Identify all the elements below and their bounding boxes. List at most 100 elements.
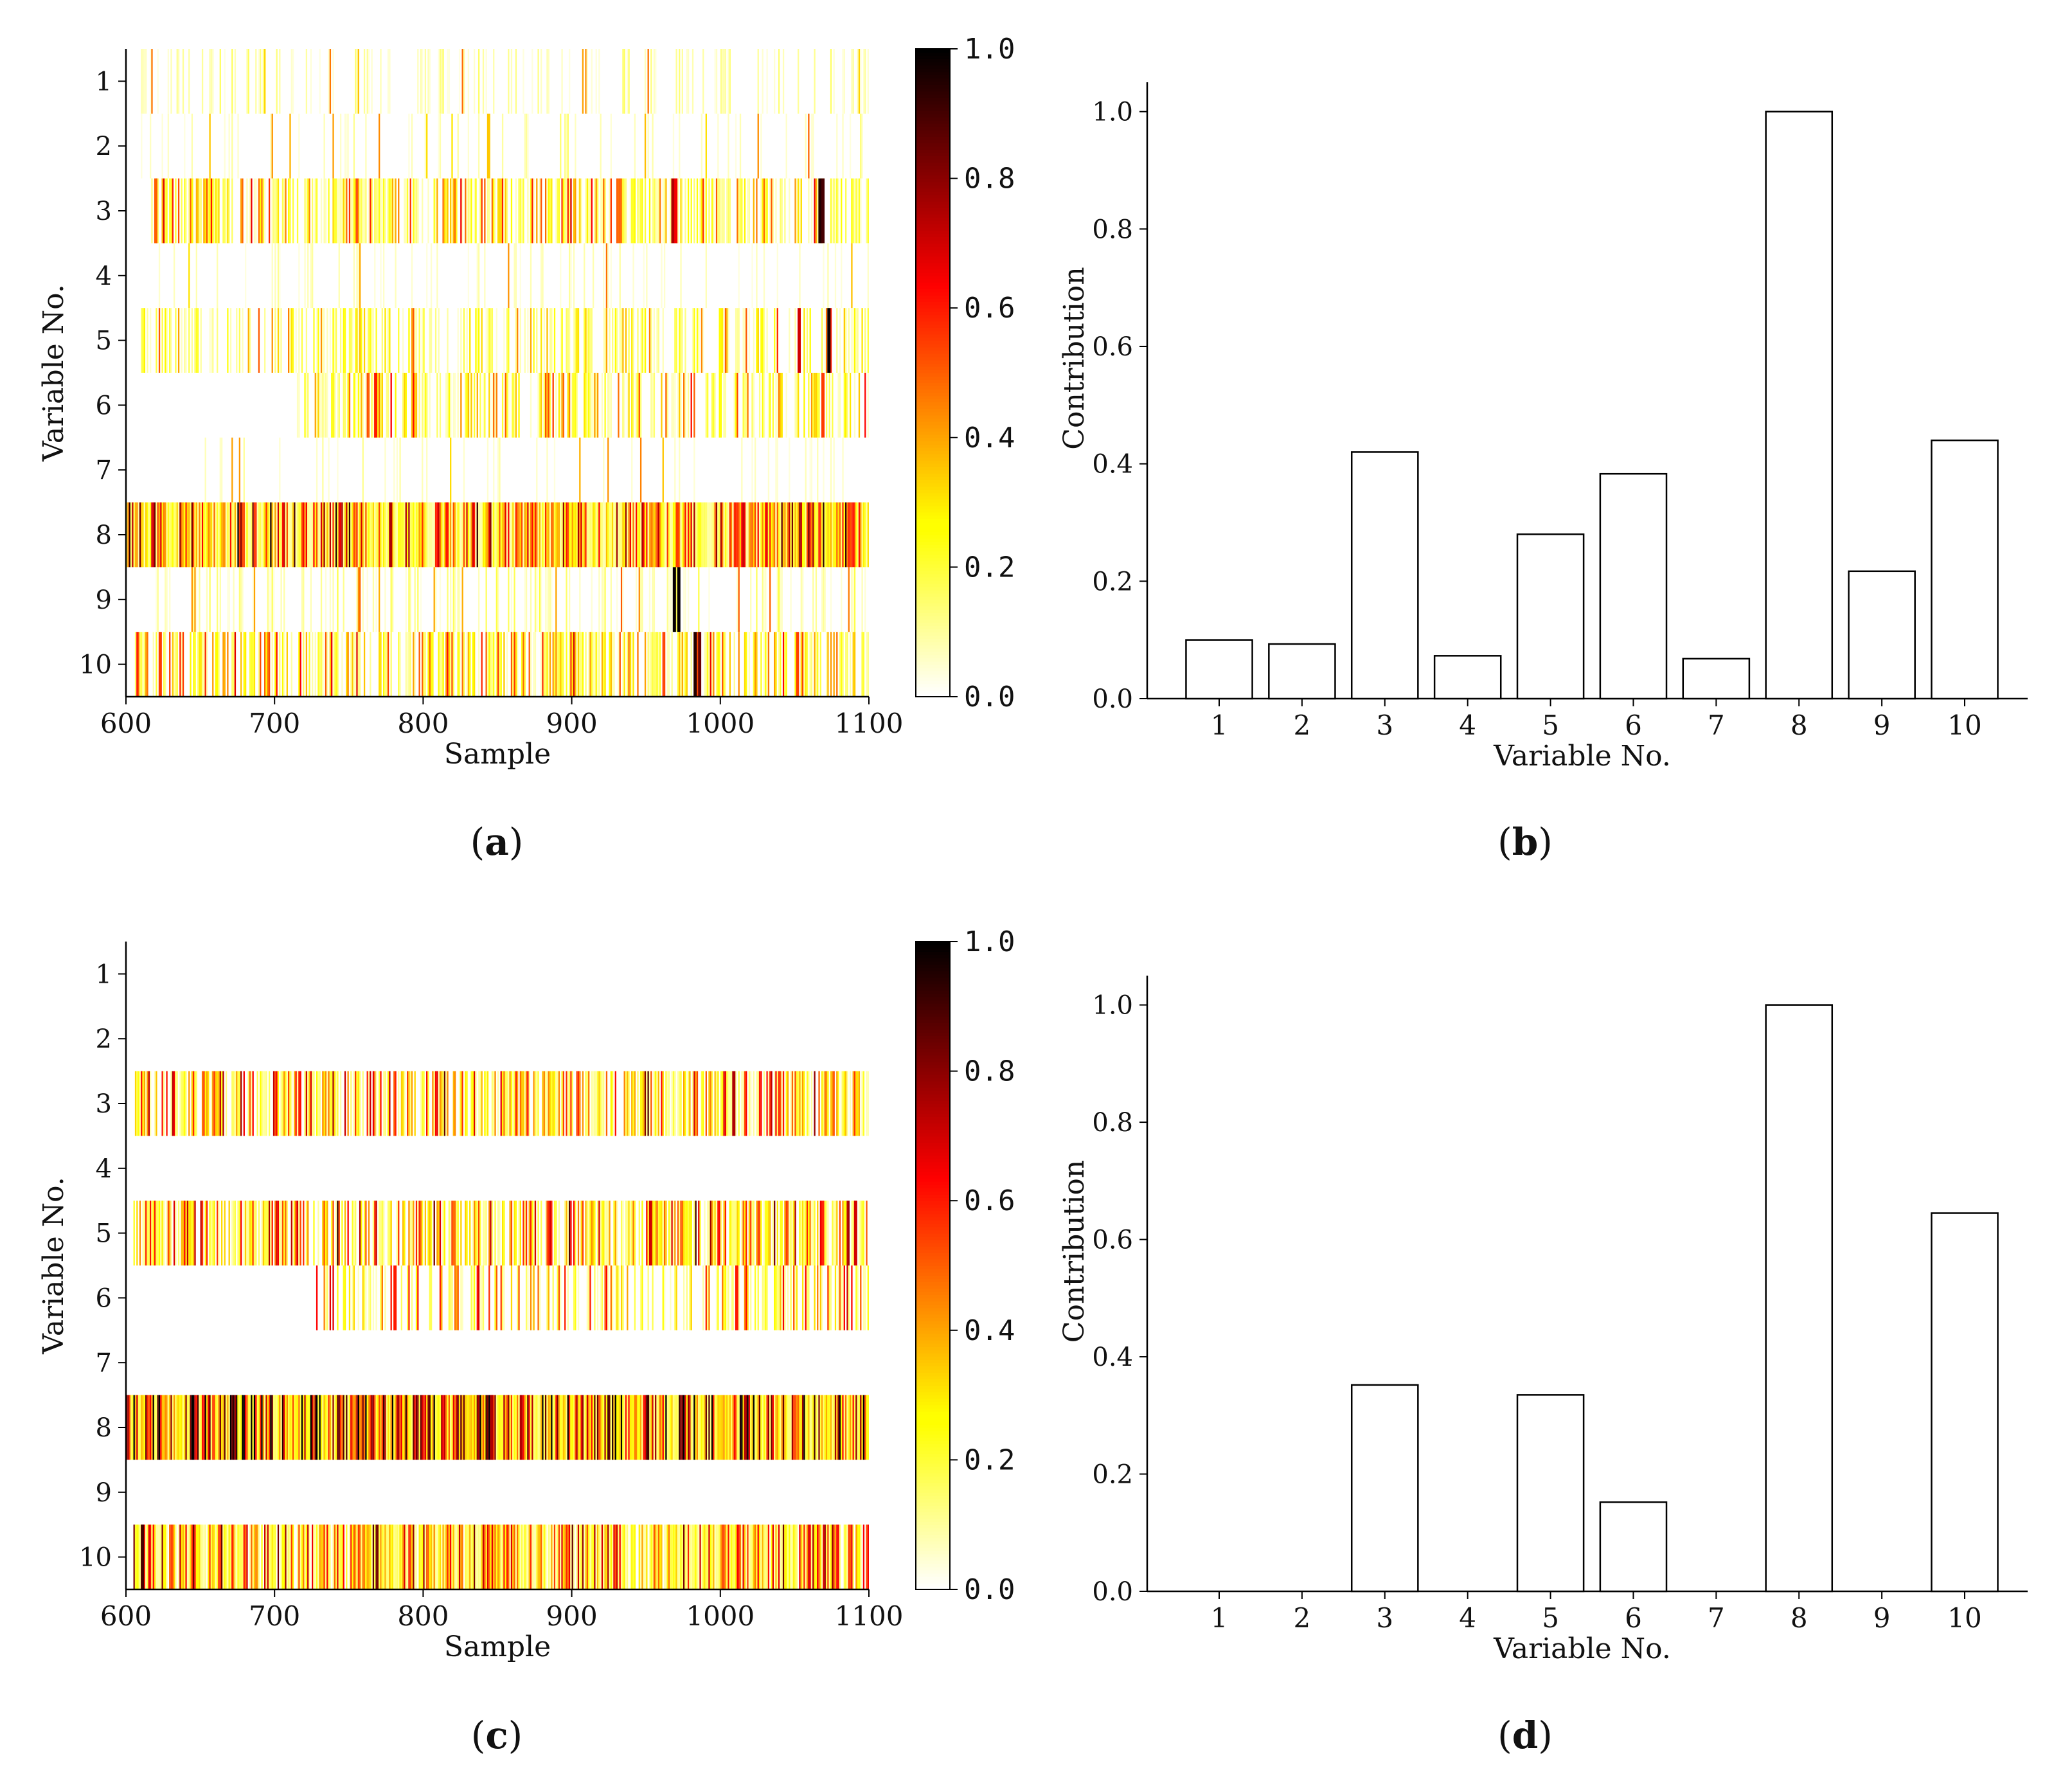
heatmap-cell: [442, 502, 444, 568]
heatmap-cell: [206, 632, 208, 697]
heatmap-cell: [653, 49, 656, 114]
heatmap-cell: [201, 1071, 204, 1136]
heatmap-cell: [317, 308, 319, 373]
heatmap-cell: [852, 567, 854, 632]
heatmap-cell: [778, 1395, 780, 1460]
heatmap-cell: [169, 308, 171, 373]
heatmap-cell: [268, 1395, 271, 1460]
heatmap-cell: [641, 502, 643, 568]
heatmap-cell: [154, 1395, 156, 1460]
colorbar-step: [916, 528, 950, 532]
heatmap-cell: [337, 1265, 339, 1330]
heatmap-cell: [313, 502, 315, 568]
heatmap-cell: [861, 113, 863, 179]
heatmap-cell: [210, 49, 213, 114]
heatmap-cell: [268, 632, 271, 697]
colorbar-step: [916, 408, 950, 413]
heatmap-cell: [472, 1265, 474, 1330]
heatmap-cell: [136, 1395, 138, 1460]
colorbar-step: [916, 1417, 950, 1422]
heatmap-cell: [276, 502, 278, 568]
heatmap-cell: [389, 49, 391, 114]
heatmap-cell: [552, 1524, 554, 1589]
heatmap-cell: [379, 1395, 380, 1460]
heatmap-cell: [674, 308, 676, 373]
heatmap-cell: [234, 1071, 237, 1136]
heatmap-cell: [830, 632, 832, 697]
heatmap-cell: [191, 567, 193, 632]
heatmap-cell: [684, 373, 686, 438]
heatmap-cell: [589, 373, 591, 438]
heatmap-cell: [145, 1395, 147, 1460]
heatmap-cell: [154, 502, 156, 568]
colorbar-step: [916, 1275, 950, 1279]
heatmap-cell: [276, 1201, 278, 1265]
heatmap-cell: [149, 1071, 152, 1136]
heatmap-cell: [713, 1524, 715, 1589]
heatmap-cell: [515, 373, 517, 438]
colorbar-step: [916, 184, 950, 189]
heatmap-cell: [803, 308, 805, 373]
heatmap-cell: [487, 1524, 489, 1589]
heatmap-cell: [690, 632, 692, 697]
colorbar-step: [916, 373, 950, 377]
heatmap-cell: [193, 502, 195, 568]
heatmap-cell: [762, 1395, 764, 1460]
heatmap-cell: [815, 632, 817, 697]
colorbar: 0.00.20.40.60.81.0: [915, 925, 1015, 1606]
colorbar-step: [916, 369, 950, 373]
heatmap-cell: [853, 308, 856, 373]
heatmap-cell: [737, 308, 738, 373]
heatmap-cell: [728, 1395, 729, 1460]
heatmap-cell: [308, 178, 310, 244]
heatmap-cell: [145, 1201, 147, 1265]
heatmap-cell: [237, 1201, 239, 1265]
heatmap-cell: [639, 308, 642, 373]
heatmap-cell: [503, 1395, 505, 1460]
heatmap-cell: [652, 1524, 654, 1589]
heatmap-cell: [242, 1524, 244, 1589]
heatmap-cell: [329, 1524, 332, 1589]
heatmap-cell: [548, 1071, 549, 1136]
heatmap-cell: [846, 502, 848, 568]
heatmap-cell: [525, 567, 528, 632]
colorbar-step: [916, 544, 950, 548]
heatmap-cell: [824, 308, 826, 373]
heatmap-cell: [384, 1395, 386, 1460]
y-axis-label: Contribution: [1058, 1160, 1091, 1343]
heatmap-cell: [692, 1395, 694, 1460]
heatmap-cell: [817, 1265, 819, 1330]
heatmap-cell: [191, 113, 193, 179]
heatmap-cell: [219, 1524, 221, 1589]
heatmap-cell: [623, 178, 625, 244]
colorbar-step: [916, 961, 950, 965]
heatmap-cell: [594, 502, 596, 568]
heatmap-cell: [219, 49, 221, 114]
colorbar-step: [916, 431, 950, 435]
heatmap-cell: [758, 373, 761, 438]
x-tick-label: 600: [100, 708, 152, 739]
heatmap-cell: [479, 1524, 481, 1589]
heatmap-cell: [692, 308, 694, 373]
colorbar-step: [916, 1255, 950, 1260]
heatmap-cell: [623, 1395, 625, 1460]
heatmap-hotspot: [487, 113, 490, 179]
heatmap-cell: [785, 113, 787, 179]
heatmap-cell: [548, 567, 549, 632]
heatmap-cell: [622, 49, 624, 114]
heatmap-cell: [686, 1395, 688, 1460]
heatmap-cell: [195, 567, 197, 632]
colorbar-step: [916, 120, 950, 124]
colorbar-step: [916, 1420, 950, 1425]
heatmap-cell: [288, 308, 290, 373]
colorbar-step: [916, 977, 950, 981]
heatmap-cell: [729, 1395, 731, 1460]
heatmap-cell: [546, 502, 548, 568]
heatmap-cell: [228, 1395, 230, 1460]
heatmap-cell: [158, 1395, 161, 1460]
heatmap-cell: [710, 502, 711, 568]
heatmap-cell: [185, 1524, 187, 1589]
heatmap-cell: [641, 1265, 643, 1330]
heatmap-cell: [644, 178, 647, 244]
